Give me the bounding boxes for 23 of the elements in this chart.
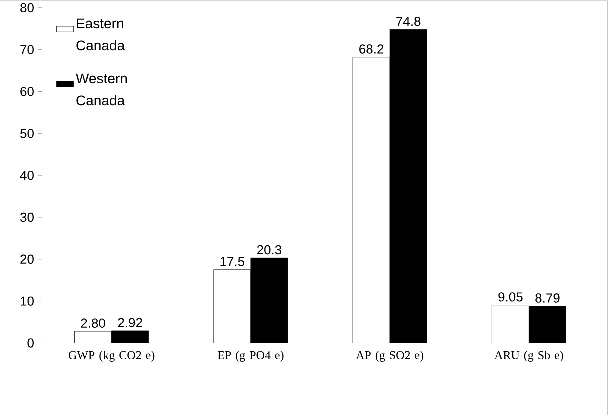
data-label: 8.79 <box>536 294 560 304</box>
data-label: 17.5 <box>220 258 245 267</box>
data-label: 74.8 <box>396 17 421 26</box>
x-tick-label: GWP (kg CO2 e) <box>68 351 155 362</box>
y-tick-label: 0 <box>28 338 34 348</box>
x-tick-label: EP (g PO4 e) <box>218 351 284 362</box>
data-label: 9.05 <box>498 292 523 302</box>
data-label: 68.2 <box>360 44 384 54</box>
y-tick-label: 40 <box>20 171 34 180</box>
y-tick-label: 70 <box>20 45 34 55</box>
y-tick-label: 10 <box>20 296 34 306</box>
x-tick-label: ARU (g Sb e) <box>494 351 564 362</box>
data-label: 20.3 <box>257 246 282 255</box>
data-label: 2.80 <box>81 319 106 328</box>
y-tick-label: 30 <box>20 213 34 222</box>
y-tick-label: 60 <box>20 87 34 97</box>
legend-label: Eastern Canada <box>76 19 126 51</box>
x-tick-label: AP (g SO2 e) <box>356 351 424 362</box>
data-label: 2.92 <box>118 318 142 328</box>
y-tick-label: 20 <box>20 255 34 264</box>
y-tick-label: 80 <box>20 4 34 13</box>
y-tick-label: 50 <box>20 129 34 139</box>
legend-label: Western Canada <box>76 74 127 106</box>
